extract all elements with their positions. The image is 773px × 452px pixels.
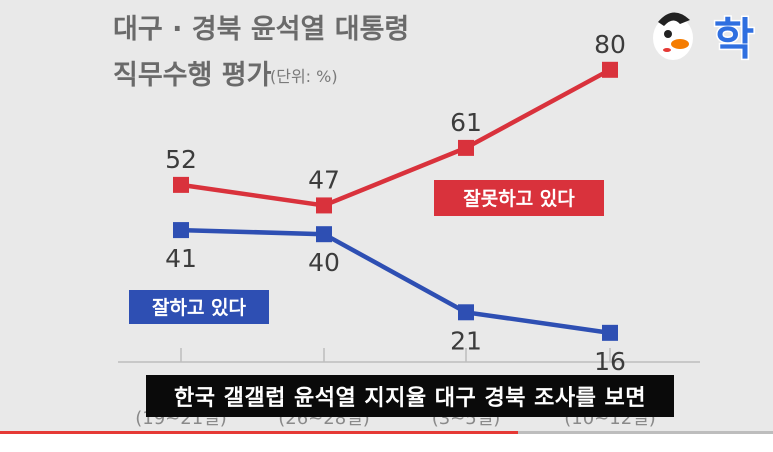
series-label-good: 잘하고 있다 [129,290,269,324]
video-progress-bar[interactable] [0,431,773,434]
data-label: 47 [308,165,340,194]
series-line-1 [180,227,611,336]
data-label: 80 [594,30,626,59]
series-point-0 [316,197,332,214]
data-label: 40 [308,248,340,277]
chart-unit: (단위: %) [270,67,338,86]
chart-title-line2: 직무수행 평가 [113,60,272,91]
chart-title-line1: 대구 · 경북 윤석열 대통령 [113,14,409,45]
series-point-1 [458,304,474,321]
data-label: 16 [594,347,626,376]
series-label-bad: 잘못하고 있다 [434,180,604,216]
video-subtitle-text: 한국 갤갤럽 윤석열 지지율 대구 경북 조사를 보면 [174,386,646,411]
video-subtitle: 한국 갤갤럽 윤석열 지지율 대구 경북 조사를 보면 [146,375,674,417]
series-point-1 [173,222,189,239]
series-point-1 [602,324,618,341]
video-progress-fill [0,431,518,434]
series-point-0 [173,176,189,193]
data-label: 41 [165,244,197,273]
series-label-good-text: 잘하고 있다 [152,297,247,319]
series-point-0 [458,139,474,156]
bottom-panel [0,434,773,452]
channel-logo: 학 [640,4,770,67]
data-label: 52 [165,145,197,174]
series-line-0 [180,67,612,208]
series-point-1 [316,226,332,243]
series-label-bad-text: 잘못하고 있다 [463,188,575,210]
channel-logo-text: 학 [714,14,754,64]
data-label: 61 [450,108,482,137]
series-point-0 [602,61,618,78]
data-label: 21 [450,326,482,355]
